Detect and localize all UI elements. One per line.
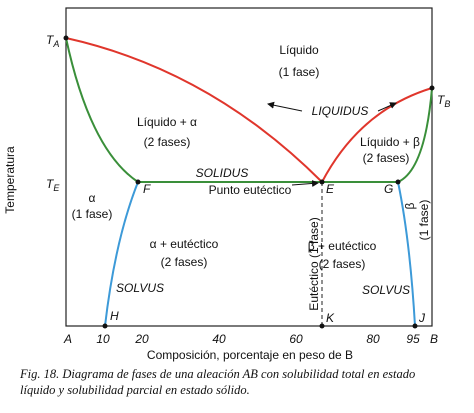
- solidus-right: [397, 87, 433, 183]
- symbol: T: [46, 177, 55, 191]
- x-tick: 40: [212, 332, 226, 346]
- region: β: [403, 202, 417, 209]
- caption: Fig. 18. Diagrama de fases de una aleaci…: [19, 367, 415, 381]
- x-label: Composición, porcentaje en peso de B: [147, 348, 353, 362]
- region: Eutéctico (1 fase): [307, 217, 321, 310]
- solvus-left: [104, 181, 139, 327]
- point-label: H: [110, 309, 119, 323]
- temp-label: TE: [46, 177, 60, 193]
- region: Líquido: [279, 43, 319, 57]
- sub: E: [53, 183, 60, 193]
- x-tick: B: [430, 332, 438, 346]
- region: (2 fases): [161, 255, 208, 269]
- region: (2 fases): [319, 257, 366, 271]
- x-tick: 60: [289, 332, 303, 346]
- x-tick: 95: [406, 332, 420, 346]
- x-tick: 20: [134, 332, 149, 346]
- arrow: [377, 102, 397, 112]
- sub: B: [444, 99, 450, 109]
- region: Líquido + α: [137, 115, 197, 129]
- curve-label: SOLVUS: [362, 283, 410, 297]
- region: α + eutéctico: [150, 237, 219, 251]
- region: (2 fases): [144, 135, 191, 149]
- point-label: J: [418, 311, 426, 325]
- caption: líquido y solubilidad parcial en estado …: [20, 383, 250, 397]
- arrow: [267, 101, 303, 112]
- region: (1 fase): [417, 200, 431, 241]
- point-label: E: [326, 182, 335, 196]
- temp-label: TB: [437, 93, 450, 109]
- frame: [65, 7, 433, 327]
- eutectic-label: Punto eutéctico: [209, 183, 292, 197]
- x-ticks: A 10 20 40 60 80 95 B: [63, 332, 438, 346]
- curve-label: SOLVUS: [116, 281, 164, 295]
- point-label: G: [384, 182, 393, 196]
- x-tick: 10: [96, 332, 110, 346]
- curve-label: SOLIDUS: [196, 166, 249, 180]
- point-label: K: [326, 311, 335, 325]
- points: [63, 35, 435, 329]
- liquidus-left: [65, 37, 323, 183]
- x-tick: 80: [366, 332, 380, 346]
- x-tick: A: [63, 332, 72, 346]
- region: (1 fase): [72, 207, 113, 221]
- solvus-right: [397, 181, 416, 327]
- region: (2 fases): [363, 151, 410, 165]
- symbol: T: [46, 33, 55, 47]
- point-label: F: [143, 182, 151, 196]
- liquidus-right: [321, 87, 433, 183]
- temp-label: TA: [46, 33, 59, 49]
- curve-label: LIQUIDUS: [312, 104, 369, 118]
- solidus-left: [65, 37, 139, 183]
- y-label: Temperatura: [3, 146, 17, 214]
- sub: A: [52, 39, 59, 49]
- symbol: T: [437, 93, 446, 107]
- region: (1 fase): [279, 65, 320, 79]
- arrow: [291, 179, 319, 187]
- region: Líquido + β: [360, 135, 420, 149]
- region: β + eutéctico: [308, 239, 377, 253]
- region: α: [89, 191, 96, 205]
